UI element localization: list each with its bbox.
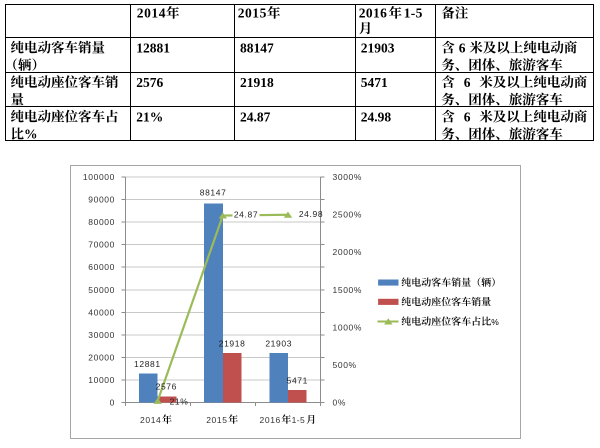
svg-text:100000: 100000 [83,172,115,182]
svg-text:2015: 2015 [238,6,267,21]
svg-text:1-5: 1-5 [292,415,306,425]
svg-text:2014: 2014 [137,6,166,21]
svg-text:24.98: 24.98 [361,109,392,124]
svg-text:21903: 21903 [265,339,292,349]
svg-text:40000: 40000 [88,307,115,317]
svg-text:1-5: 1-5 [404,6,423,21]
svg-text:2500%: 2500% [333,210,363,220]
svg-text:2016: 2016 [260,415,281,425]
svg-text:12881: 12881 [134,359,161,369]
svg-text:0: 0 [110,398,115,408]
svg-text:21903: 21903 [361,40,395,55]
svg-text:20000: 20000 [88,352,115,362]
svg-text:24.98: 24.98 [299,209,323,219]
svg-text:21%: 21% [136,109,163,124]
svg-text:6: 6 [464,75,471,90]
svg-text:2016: 2016 [359,6,387,21]
svg-text:60000: 60000 [88,262,115,272]
svg-text:2576: 2576 [156,382,177,392]
svg-text:80000: 80000 [88,217,115,227]
svg-text:2014: 2014 [140,415,161,425]
svg-text:0%: 0% [333,398,347,408]
svg-text:5471: 5471 [287,376,308,386]
svg-text:21%: 21% [170,396,189,406]
svg-text:6: 6 [464,109,471,124]
svg-text:12881: 12881 [136,40,170,55]
svg-text:1000%: 1000% [333,322,363,332]
svg-text:50000: 50000 [88,285,115,295]
svg-text:90000: 90000 [88,195,115,205]
svg-text:88147: 88147 [240,40,274,55]
svg-text:21918: 21918 [240,75,274,90]
svg-text:2015: 2015 [206,415,227,425]
svg-text:24.87: 24.87 [234,210,258,220]
svg-text:%: % [491,317,499,327]
svg-text:6: 6 [459,40,466,55]
svg-text:30000: 30000 [88,330,115,340]
svg-text:10000: 10000 [88,375,115,385]
svg-text:2000%: 2000% [333,247,363,257]
svg-text:500%: 500% [333,360,357,370]
svg-text:21918: 21918 [219,339,246,349]
svg-text:5471: 5471 [361,75,388,90]
svg-text:3000%: 3000% [333,172,363,182]
svg-text:88147: 88147 [200,187,227,197]
svg-text:24.87: 24.87 [240,109,271,124]
svg-text:70000: 70000 [88,240,115,250]
svg-text:2576: 2576 [136,75,163,90]
svg-text:1500%: 1500% [333,285,363,295]
svg-text:%: % [24,127,38,142]
